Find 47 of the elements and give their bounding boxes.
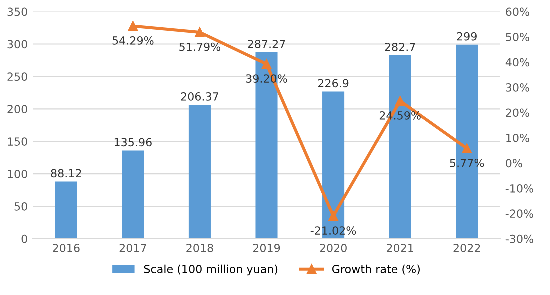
x-tick-label: 2021 <box>386 244 414 252</box>
bar <box>55 182 78 239</box>
x-tick-label: 2019 <box>253 244 280 252</box>
point <box>462 144 472 154</box>
y2-tick-label: 10% <box>506 134 530 142</box>
data-label: 39.20% <box>246 74 288 83</box>
data-label: 88.12 <box>51 169 82 178</box>
data-label: 24.59% <box>380 111 421 120</box>
point <box>128 21 138 32</box>
data-label: 206.37 <box>181 92 218 101</box>
y-tick-label: 50 <box>14 202 28 211</box>
x-tick-label: 2016 <box>53 244 80 252</box>
x-tick-label: 2020 <box>320 244 347 252</box>
bar <box>122 150 144 239</box>
y-tick-label: 350 <box>8 8 28 16</box>
data-label: 54.29% <box>112 36 154 45</box>
y-tick-label: 250 <box>8 72 28 82</box>
point <box>328 211 338 222</box>
y2-tick-label: 20% <box>506 108 530 118</box>
data-label: 226.9 <box>318 79 349 88</box>
point <box>395 96 406 106</box>
y-tick-label: 150 <box>8 138 28 146</box>
bar <box>188 105 211 239</box>
data-label: 287.27 <box>248 40 286 48</box>
y-tick-label: 200 <box>8 105 28 114</box>
y2-tick-label: 50% <box>506 33 530 42</box>
data-label: 51.79% <box>180 42 221 52</box>
point <box>262 59 272 70</box>
legend-label: Growth rate (%) <box>332 264 420 275</box>
x-tick-label: 2022 <box>454 244 480 252</box>
data-label: 282.7 <box>385 42 416 52</box>
y2-tick-label: -10% <box>506 184 534 193</box>
y-tick-label: 0 <box>22 234 28 244</box>
point <box>195 28 205 38</box>
x-tick-label: 2017 <box>120 244 146 252</box>
y2-tick-label: 60% <box>506 8 530 16</box>
y2-tick-label: 40% <box>506 58 530 67</box>
data-label: 135.96 <box>114 138 152 147</box>
legend-label: Scale (100 million yuan) <box>144 264 278 276</box>
data-label: 299 <box>457 32 477 41</box>
y2-tick-label: -20% <box>506 210 534 218</box>
y2-tick-label: 0% <box>506 159 522 168</box>
y2-tick-label: 30% <box>506 83 530 92</box>
y-tick-label: 100 <box>8 170 28 178</box>
y2-tick-label: -30% <box>506 234 534 244</box>
y-tick-label: 300 <box>8 40 28 49</box>
x-tick-label: 2018 <box>186 244 214 252</box>
